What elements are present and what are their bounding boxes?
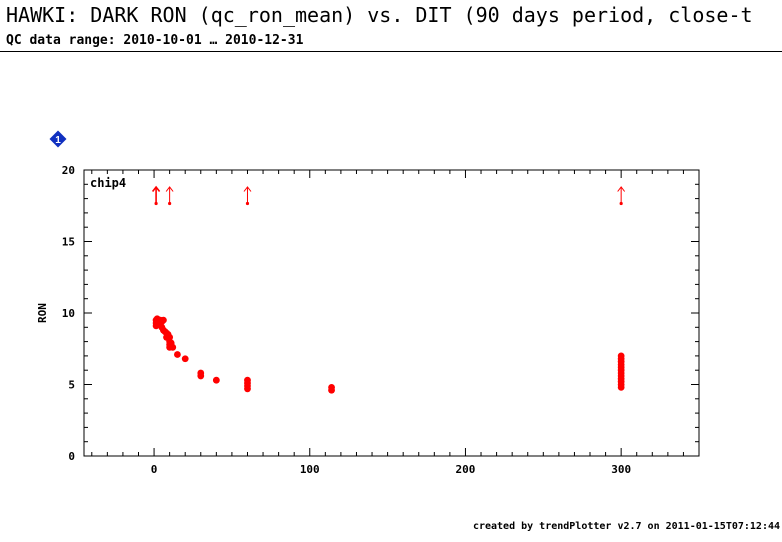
- arrow-head: [165, 186, 174, 192]
- badge-label: 1: [55, 135, 61, 146]
- data-point: [212, 376, 220, 384]
- data-point: [169, 343, 177, 351]
- page-title: HAWKI: DARK RON (qc_ron_mean) vs. DIT (9…: [6, 3, 753, 27]
- x-tick-label: 0: [151, 463, 158, 476]
- arrow-dot: [619, 201, 623, 206]
- off-scale-arrow: [165, 186, 174, 206]
- panel-label: chip4: [90, 176, 126, 190]
- data-point: [160, 316, 167, 324]
- y-tick-label: 20: [62, 164, 75, 177]
- off-scale-arrow: [243, 186, 252, 206]
- info-badge[interactable]: 1: [49, 130, 67, 148]
- plot-frame: [83, 169, 700, 457]
- arrow-head: [151, 185, 161, 192]
- data-range-subtitle: QC data range: 2010-10-01 … 2010-12-31: [6, 33, 304, 48]
- y-tick-label: 5: [68, 379, 75, 392]
- x-tick-label: 200: [456, 463, 476, 476]
- off-scale-arrow: [151, 185, 161, 206]
- arrow-head: [243, 186, 252, 192]
- data-point: [328, 386, 335, 394]
- x-tick-label: 100: [300, 463, 320, 476]
- y-tick-label: 10: [62, 307, 75, 320]
- x-tick-label: 300: [611, 463, 631, 476]
- data-point: [197, 372, 205, 380]
- y-tick-label: 15: [62, 236, 75, 249]
- arrow-dot: [168, 201, 172, 206]
- y-axis-label: RON: [36, 303, 49, 323]
- off-scale-markers: [151, 185, 626, 206]
- tick-labels: 0 100 200 300 0 5 10 15 20: [62, 164, 631, 476]
- arrow-dot: [154, 201, 158, 206]
- header-divider: [0, 51, 782, 52]
- footer-credit: created by trendPlotter v2.7 on 2011-01-…: [472, 521, 780, 532]
- data-point: [181, 355, 189, 363]
- ticks: [84, 169, 700, 457]
- data-point: [244, 385, 251, 393]
- arrow-dot: [245, 201, 250, 206]
- axes: [83, 169, 700, 457]
- off-scale-arrow: [617, 186, 626, 206]
- y-tick-label: 0: [68, 450, 75, 463]
- data-points: [152, 315, 625, 394]
- data-point: [617, 383, 625, 391]
- data-point: [174, 351, 181, 358]
- arrow-head: [617, 186, 626, 192]
